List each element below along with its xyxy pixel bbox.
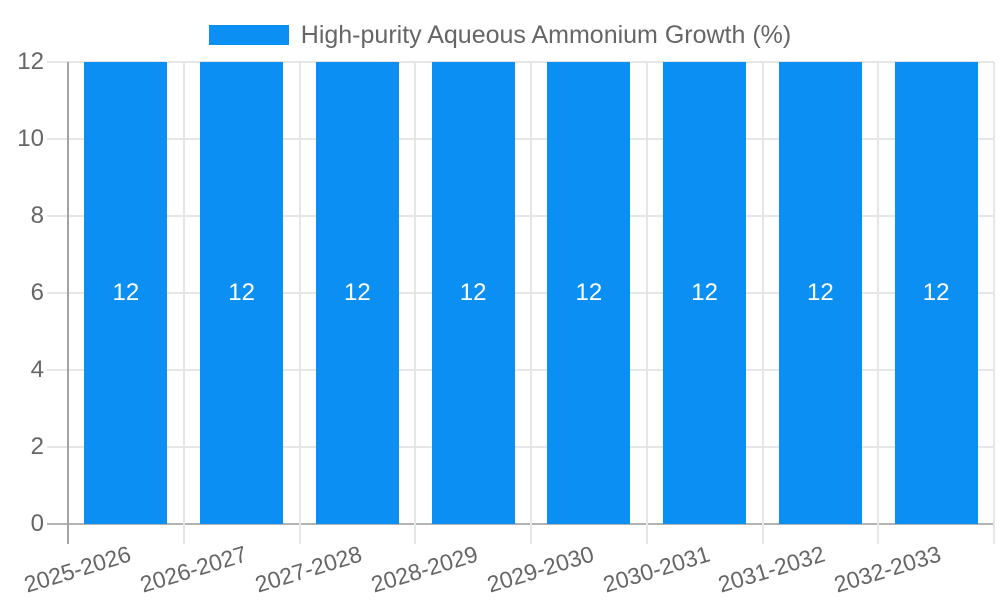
bar-value-label: 12: [344, 279, 371, 306]
zero-gridline: [47, 523, 994, 525]
bar-value-label: 12: [575, 279, 603, 306]
gridline-h: [47, 61, 994, 63]
gridline-v: [993, 62, 995, 544]
gridline-v: [877, 62, 880, 544]
gridline-h: [47, 292, 994, 294]
gridline-h: [47, 215, 994, 217]
bar[interactable]: [547, 62, 631, 524]
y-axis-tick-label: 2: [30, 433, 44, 460]
x-axis-tick-label: 2026-2027: [136, 540, 250, 598]
y-axis-tick-label: 12: [17, 48, 44, 75]
bar[interactable]: [315, 62, 399, 524]
legend-label: High-purity Aqueous Ammonium Growth (%): [300, 20, 792, 49]
bar-value-label: 12: [112, 279, 140, 306]
bar[interactable]: [663, 62, 747, 524]
y-axis-tick-label: 4: [30, 356, 44, 383]
y-axis-line: [67, 62, 69, 544]
bar[interactable]: [778, 62, 862, 524]
bar-value-label: 12: [459, 279, 487, 306]
x-axis-tick-label: 2032-2033: [831, 540, 944, 598]
bar[interactable]: [200, 62, 284, 524]
gridline-h: [47, 369, 994, 371]
bar[interactable]: [84, 62, 168, 524]
y-axis-tick-label: 0: [30, 510, 44, 537]
gridline-v: [414, 62, 417, 544]
x-axis-tick-label: 2030-2031: [599, 540, 713, 598]
legend-swatch: [208, 25, 289, 45]
gridline-v: [761, 62, 764, 544]
bar-value-label: 12: [691, 279, 718, 306]
gridline-v: [645, 62, 648, 544]
gridline-v: [182, 62, 185, 544]
x-axis-tick-label: 2028-2029: [368, 540, 481, 598]
chart-legend[interactable]: High-purity Aqueous Ammonium Growth (%): [0, 20, 1000, 50]
gridline-v: [298, 62, 301, 544]
x-axis-tick-label: 2031-2032: [715, 540, 829, 598]
bar[interactable]: [894, 62, 978, 524]
x-axis-tick-label: 2027-2028: [252, 540, 366, 598]
x-axis-tick-label: 2029-2030: [483, 540, 597, 598]
bar[interactable]: [431, 62, 515, 524]
bar-value-label: 12: [922, 279, 950, 306]
y-axis-tick-label: 6: [30, 279, 44, 306]
gridline-v: [530, 62, 532, 544]
bar-value-label: 12: [807, 279, 834, 306]
gridline-h: [47, 446, 994, 448]
gridline-h: [47, 138, 994, 140]
bar-value-label: 12: [228, 279, 255, 306]
y-axis-tick-label: 10: [17, 125, 44, 152]
y-axis-tick-label: 8: [30, 202, 44, 229]
x-axis-tick-label: 2025-2026: [20, 540, 134, 598]
